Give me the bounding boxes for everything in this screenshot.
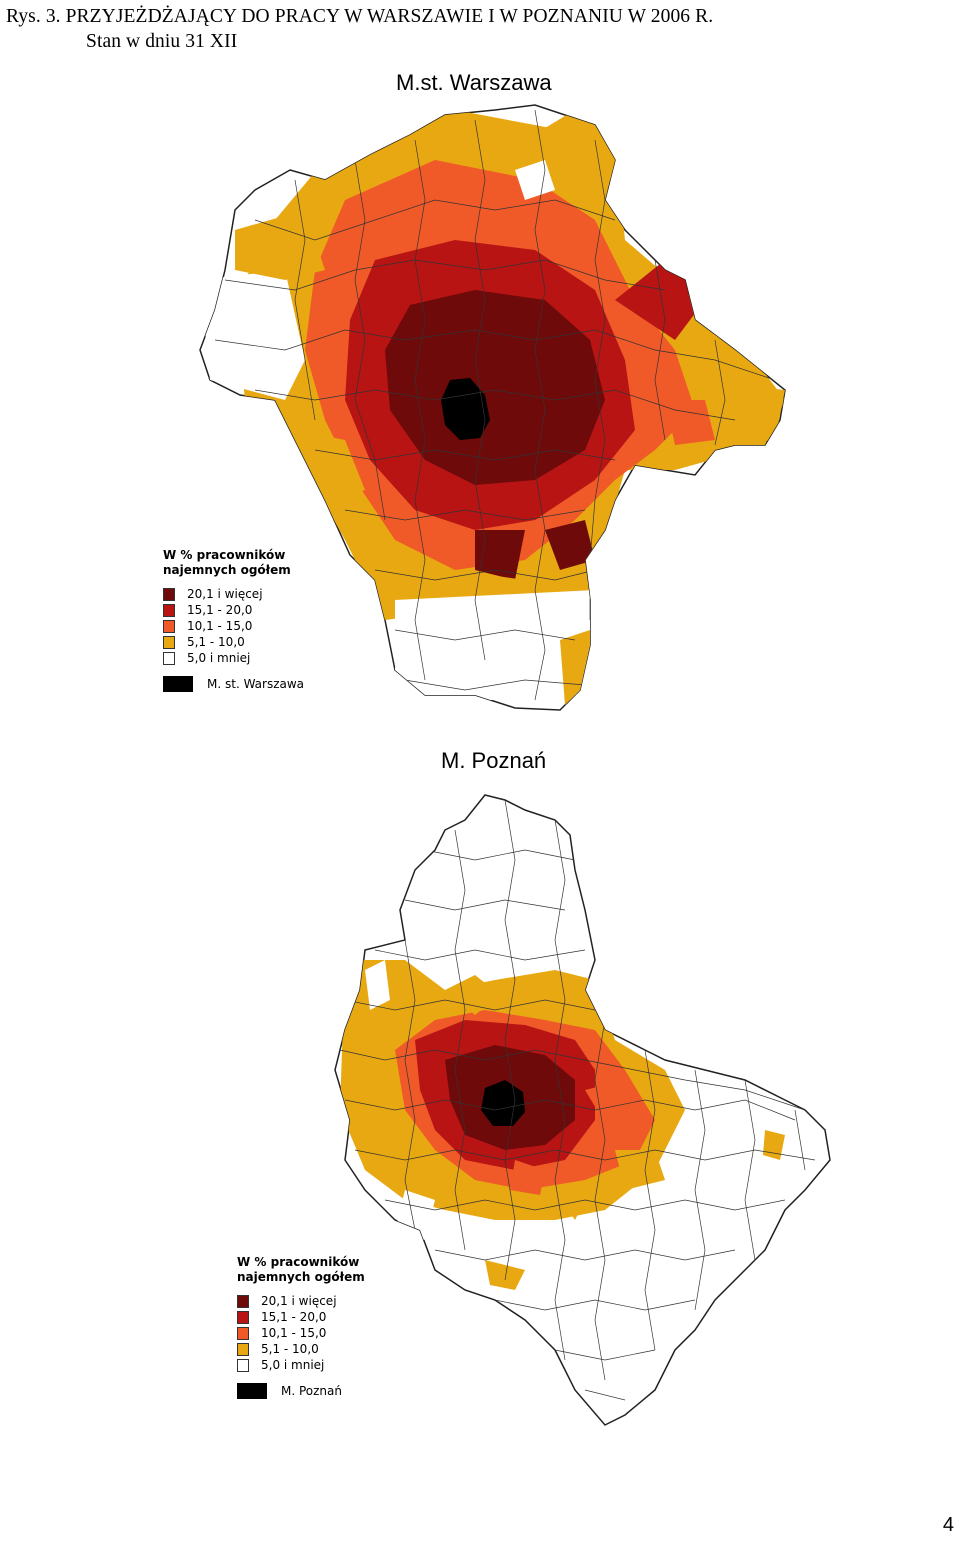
- legend-swatch: [237, 1326, 249, 1340]
- legend-item: 5,0 i mniej: [237, 1357, 365, 1373]
- legend-label: 20,1 i więcej: [187, 587, 263, 601]
- legend-item: 10,1 - 15,0: [163, 618, 304, 634]
- poznan-municipal-borders: [339, 799, 816, 1401]
- legend-swatch: [237, 1342, 249, 1356]
- legend-item: 5,1 - 10,0: [163, 634, 304, 650]
- legend-item: 5,1 - 10,0: [237, 1341, 365, 1357]
- warsaw-legend: W % pracowników najemnych ogółem 20,1 i …: [163, 548, 304, 692]
- city-swatch: [237, 1383, 267, 1399]
- warsaw-city-area: [441, 378, 490, 440]
- legend-swatch: [237, 1310, 249, 1324]
- caption-line-2: Stan w dniu 31 XII: [86, 31, 238, 52]
- legend-item: 5,0 i mniej: [163, 650, 304, 666]
- legend-classes: 20,1 i więcej 15,1 - 20,0 10,1 - 15,0 5,1 -…: [237, 1293, 365, 1373]
- legend-city-entry: M. st. Warszawa: [163, 676, 304, 692]
- poznan-map-title: M. Poznań: [441, 748, 547, 773]
- legend-label: 5,1 - 10,0: [187, 635, 245, 649]
- legend-swatch: [163, 651, 175, 665]
- legend-label: 20,1 i więcej: [261, 1294, 337, 1308]
- legend-title-line-2: najemnych ogółem: [237, 1270, 365, 1284]
- legend-label: 5,0 i mniej: [187, 651, 251, 665]
- poznan-city-area: [481, 1080, 525, 1126]
- legend-label: 10,1 - 15,0: [187, 619, 253, 633]
- warsaw-municipal-borders: [214, 109, 776, 701]
- poznan-legend: W % pracowników najemnych ogółem 20,1 i …: [237, 1255, 365, 1399]
- legend-city-label: M. st. Warszawa: [207, 677, 305, 691]
- legend-classes: 20,1 i więcej 15,1 - 20,0 10,1 - 15,0 5,1 -…: [163, 586, 304, 666]
- legend-label: 5,0 i mniej: [261, 1358, 325, 1372]
- legend-city-label: M. Poznań: [281, 1384, 342, 1398]
- caption-line-1: Rys. 3. PRZYJEŻDŻAJĄCY DO PRACY W WARSZA…: [6, 6, 714, 27]
- legend-swatch: [237, 1358, 249, 1372]
- figure-caption: Rys. 3. PRZYJEŻDŻAJĄCY DO PRACY W WARSZA…: [6, 4, 946, 54]
- legend-item: 20,1 i więcej: [237, 1293, 365, 1309]
- legend-city-entry: M. Poznań: [237, 1383, 365, 1399]
- legend-label: 15,1 - 20,0: [187, 603, 253, 617]
- page-number: 4: [942, 1514, 954, 1536]
- warsaw-map-title: M.st. Warszawa: [396, 70, 552, 95]
- legend-swatch: [237, 1294, 249, 1308]
- city-swatch: [163, 676, 193, 692]
- legend-label: 15,1 - 20,0: [261, 1310, 327, 1324]
- warsaw-region-map: [199, 104, 786, 711]
- legend-swatch: [163, 635, 175, 649]
- legend-swatch: [163, 587, 175, 601]
- legend-item: 20,1 i więcej: [163, 586, 304, 602]
- legend-item: 10,1 - 15,0: [237, 1325, 365, 1341]
- poznan-region-map: [334, 794, 831, 1426]
- legend-label: 10,1 - 15,0: [261, 1326, 327, 1340]
- legend-title-line-1: W % pracowników: [163, 548, 286, 562]
- legend-item: 15,1 - 20,0: [163, 602, 304, 618]
- legend-swatch: [163, 603, 175, 617]
- legend-title-line-2: najemnych ogółem: [163, 563, 291, 577]
- legend-swatch: [163, 619, 175, 633]
- legend-item: 15,1 - 20,0: [237, 1309, 365, 1325]
- legend-title-line-1: W % pracowników: [237, 1255, 360, 1269]
- legend-label: 5,1 - 10,0: [261, 1342, 319, 1356]
- warsaw-choropleth-zones: [200, 110, 785, 705]
